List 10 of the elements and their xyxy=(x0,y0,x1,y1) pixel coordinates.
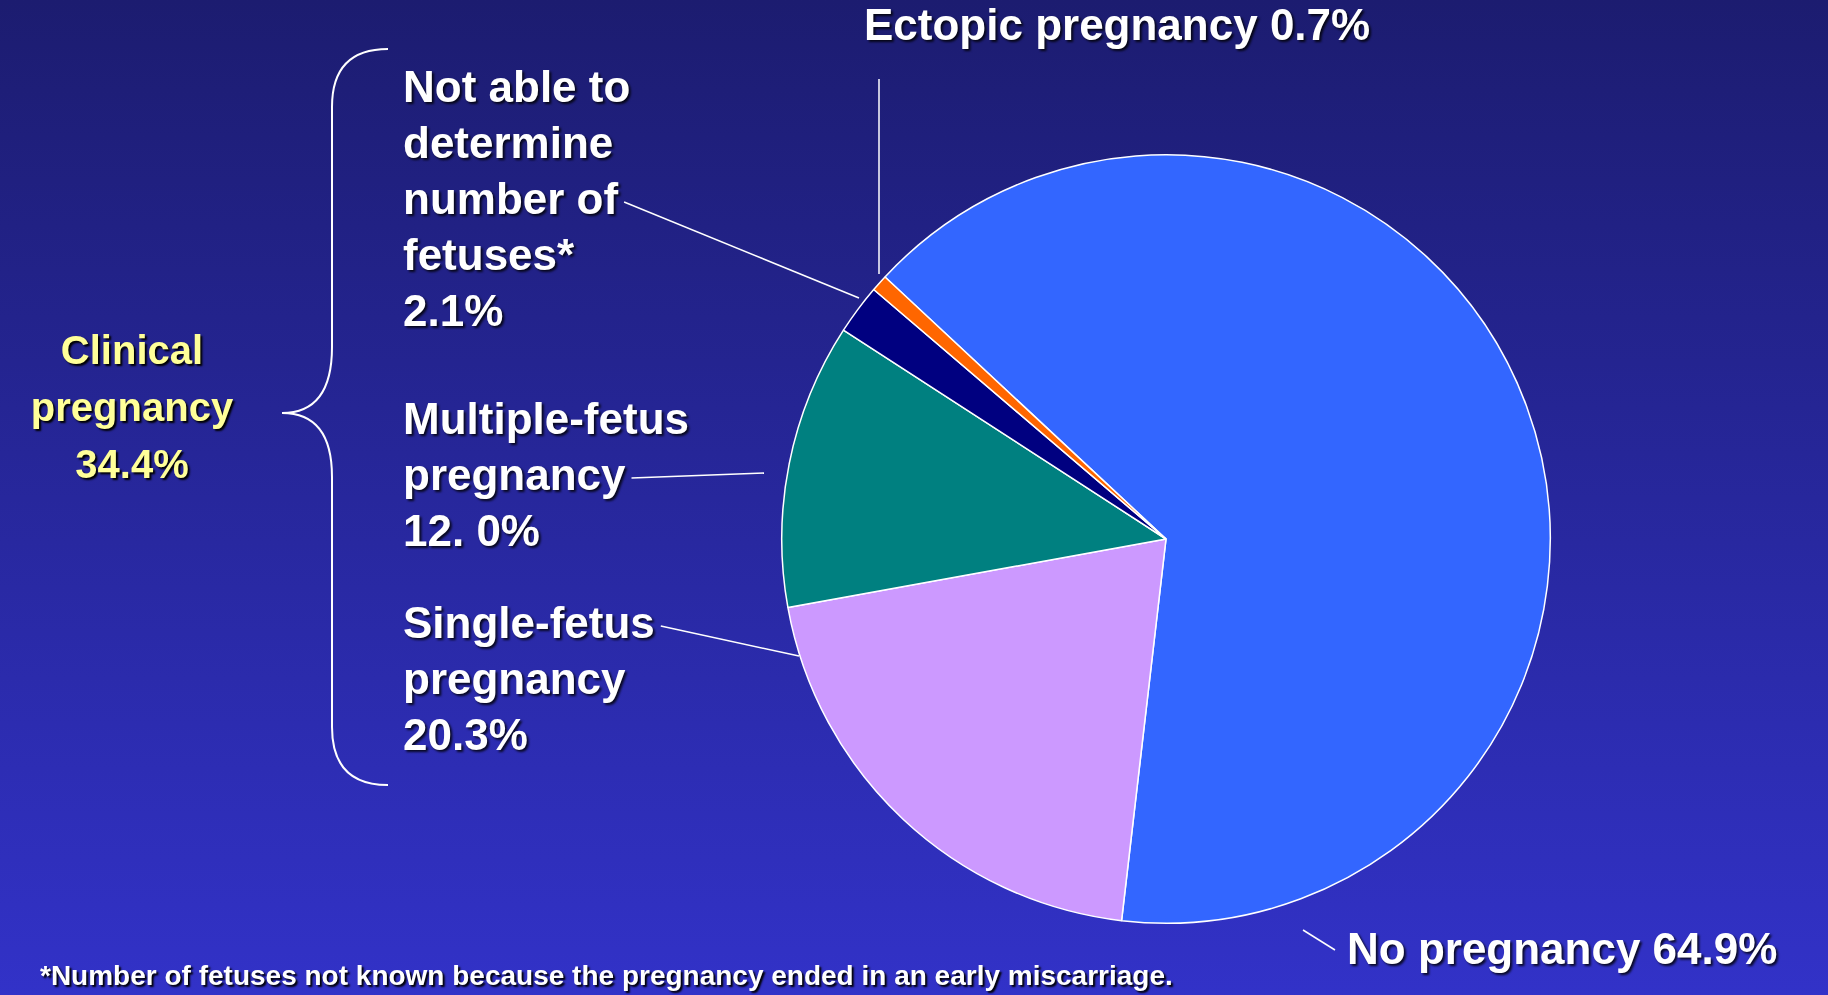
slice-label: Single-fetus pregnancy xyxy=(403,598,655,704)
text: Clinical pregnancy 34.4% xyxy=(29,327,235,488)
slice-label: No pregnancy 64.9% xyxy=(1347,924,1778,974)
data-label: 2.1% xyxy=(403,286,504,336)
slice-label: Ectopic pregnancy 0.7% xyxy=(864,0,1371,50)
text: *Number of fetuses not known because the pregnancy ended in an early miscarriage. xyxy=(40,960,1173,992)
slice-label: Multiple-fetus pregnancy xyxy=(403,394,689,500)
data-label: 20.3% xyxy=(403,710,528,760)
data-label: 12. 0% xyxy=(403,506,540,556)
slice-label: Not able to determine number of fetuses* xyxy=(403,62,631,280)
